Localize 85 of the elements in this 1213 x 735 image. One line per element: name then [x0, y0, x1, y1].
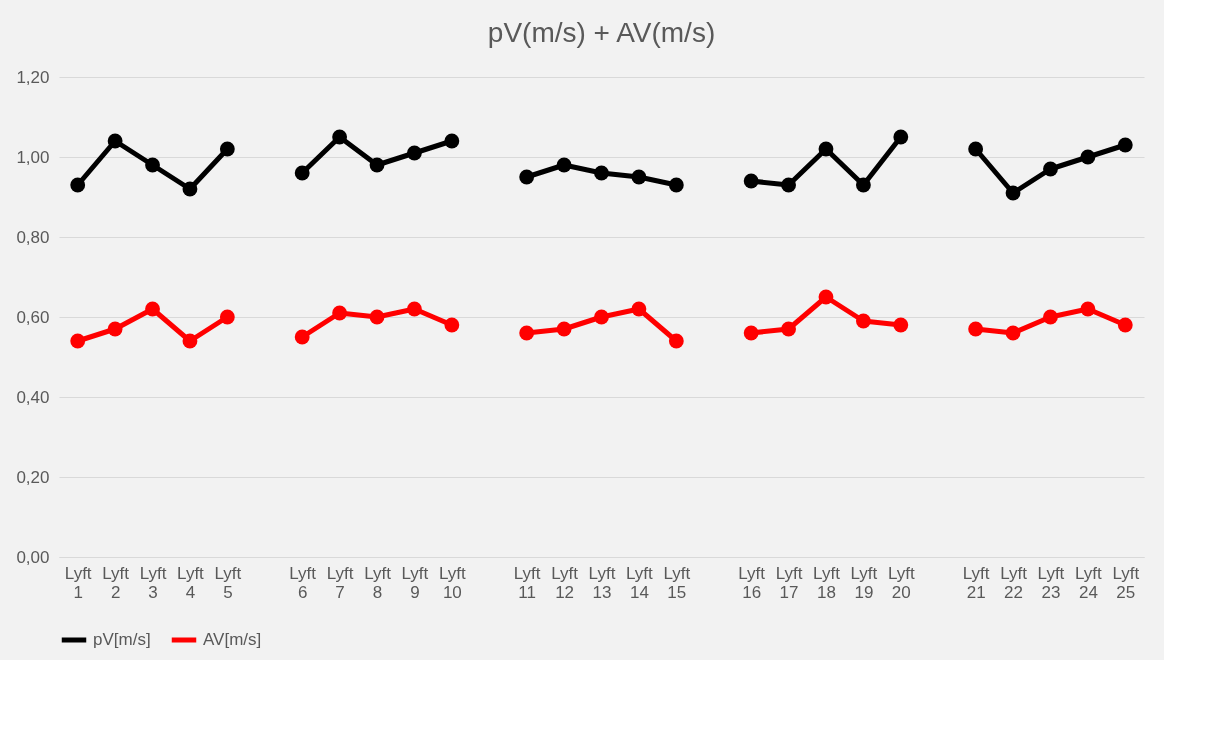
y-tick-label: 1,00: [16, 147, 50, 167]
point: [893, 129, 909, 145]
point: [818, 289, 834, 305]
point: [219, 309, 235, 325]
point: [519, 325, 535, 341]
point: [968, 141, 984, 157]
x-tick-label: Lyft 11: [513, 563, 541, 602]
point: [668, 333, 684, 349]
point: [855, 177, 871, 193]
legend-label: pV[m/s]: [93, 630, 151, 649]
point: [781, 321, 796, 337]
x-tick-label: Lyft 21: [962, 563, 990, 602]
point: [444, 133, 460, 149]
x-tick-label: Lyft 7: [326, 563, 354, 602]
point: [818, 141, 834, 157]
point: [855, 313, 871, 329]
point: [968, 321, 984, 337]
x-tick-label: Lyft 13: [588, 563, 616, 602]
point: [594, 165, 609, 181]
point: [1005, 325, 1021, 341]
point: [407, 145, 422, 161]
point: [1043, 309, 1058, 325]
x-tick-label: Lyft 8: [364, 563, 392, 602]
x-tick-label: Lyft 23: [1037, 563, 1065, 602]
x-tick-label: Lyft 20: [887, 563, 915, 602]
point: [107, 133, 123, 149]
x-tick-label: Lyft 4: [177, 563, 205, 602]
point: [594, 309, 609, 325]
y-tick-label: 0,40: [16, 387, 50, 407]
x-tick-label: Lyft 24: [1074, 563, 1103, 602]
point: [1005, 185, 1021, 201]
y-tick-label: 0,60: [16, 307, 50, 327]
x-tick-label: Lyft 25: [1112, 563, 1140, 602]
point: [743, 173, 759, 189]
point: [444, 317, 460, 333]
point: [1043, 161, 1058, 177]
x-tick-label: Lyft 16: [738, 563, 766, 602]
x-tick-label: Lyft 12: [551, 563, 579, 602]
x-tick-label: Lyft 10: [438, 563, 466, 602]
point: [332, 305, 348, 321]
point: [1080, 301, 1096, 317]
x-tick-label: Lyft 18: [813, 563, 841, 602]
point: [70, 177, 86, 193]
x-tick-label: Lyft 1: [64, 563, 92, 602]
point: [743, 325, 759, 341]
point: [107, 321, 123, 337]
y-tick-label: 0,80: [16, 227, 50, 247]
x-tick-label: Lyft 5: [214, 563, 242, 602]
point: [332, 129, 348, 145]
point: [631, 301, 647, 317]
point: [145, 157, 160, 173]
point: [1080, 149, 1096, 165]
x-tick-label: Lyft 15: [663, 563, 691, 602]
point: [407, 301, 422, 317]
point: [182, 181, 198, 197]
x-tick-label: Lyft 17: [775, 563, 803, 602]
point: [1117, 317, 1133, 333]
point: [556, 321, 572, 337]
point: [294, 329, 310, 345]
point: [294, 165, 310, 181]
point: [182, 333, 198, 349]
point: [781, 177, 796, 193]
x-tick-label: Lyft 14: [626, 563, 654, 602]
y-tick-label: 1,20: [16, 67, 50, 87]
x-tick-label: Lyft 2: [102, 563, 130, 602]
point: [893, 317, 909, 333]
point: [70, 333, 86, 349]
x-tick-label: Lyft 19: [850, 563, 878, 602]
point: [631, 169, 647, 185]
point: [369, 309, 385, 325]
y-tick-label: 0,00: [16, 547, 50, 567]
x-tick-label: Lyft 22: [1000, 563, 1028, 602]
chart-title: pV(m/s) + AV(m/s): [487, 17, 716, 48]
x-tick-label: Lyft 9: [401, 563, 429, 602]
point: [668, 177, 684, 193]
point: [219, 141, 235, 157]
point: [1117, 137, 1133, 153]
x-tick-label: Lyft 6: [289, 563, 317, 602]
point: [145, 301, 160, 317]
point: [556, 157, 572, 173]
point: [369, 157, 385, 173]
point: [519, 169, 535, 185]
legend-label: AV[m/s]: [203, 630, 262, 649]
y-tick-label: 0,20: [16, 467, 50, 487]
x-tick-label: Lyft 3: [139, 563, 167, 602]
